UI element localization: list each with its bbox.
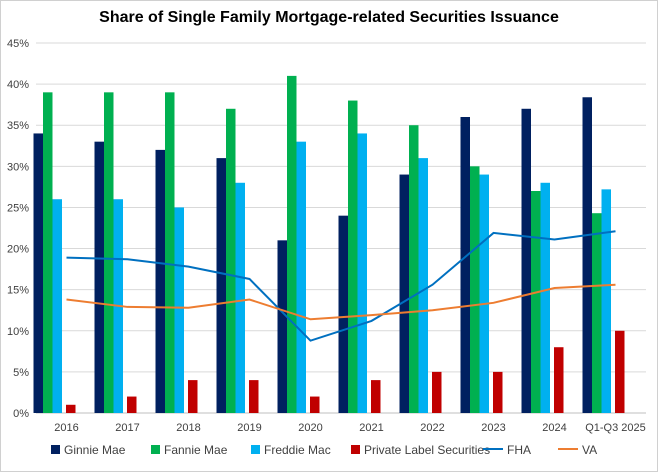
bar-freddie-mac — [52, 199, 62, 413]
legend-label: Ginnie Mae — [64, 443, 126, 457]
x-tick-label: 2023 — [481, 422, 505, 434]
bar-freddie-mac — [540, 182, 550, 413]
bar-private-label-securities — [188, 380, 198, 413]
bar-private-label-securities — [371, 380, 381, 413]
legend-swatch — [251, 445, 260, 454]
bar-private-label-securities — [249, 380, 259, 413]
x-tick-label: 2019 — [237, 422, 261, 434]
bar-fannie-mae — [165, 92, 175, 413]
y-tick-label: 15% — [7, 285, 29, 297]
legend-swatch — [51, 445, 60, 454]
bar-ginnie-mae — [94, 141, 104, 413]
x-tick-label: 2021 — [359, 422, 383, 434]
legend-label: FHA — [507, 443, 531, 457]
bar-private-label-securities — [66, 404, 76, 413]
bar-freddie-mac — [174, 207, 184, 413]
x-tick-label: 2018 — [176, 422, 200, 434]
bar-private-label-securities — [432, 371, 442, 413]
x-tick-label: 2016 — [54, 422, 78, 434]
bar-fannie-mae — [409, 125, 419, 413]
bar-fannie-mae — [43, 92, 53, 413]
bar-fannie-mae — [104, 92, 114, 413]
bar-ginnie-mae — [521, 108, 531, 414]
bar-freddie-mac — [418, 158, 428, 413]
bar-ginnie-mae — [216, 158, 226, 413]
bar-ginnie-mae — [399, 174, 409, 413]
x-tick-label: 2017 — [115, 422, 139, 434]
bar-fannie-mae — [531, 191, 541, 413]
legend-label: VA — [582, 443, 597, 457]
y-tick-label: 40% — [7, 79, 29, 91]
x-tick-label: 2022 — [420, 422, 444, 434]
bar-ginnie-mae — [277, 240, 287, 413]
bar-ginnie-mae — [33, 133, 43, 413]
bar-fannie-mae — [226, 108, 236, 414]
x-tick-label: 2020 — [298, 422, 322, 434]
bar-ginnie-mae — [460, 117, 470, 413]
bar-freddie-mac — [479, 174, 489, 413]
bar-freddie-mac — [357, 133, 367, 413]
bar-freddie-mac — [601, 189, 611, 413]
bar-private-label-securities — [493, 371, 503, 413]
line-fha — [66, 230, 616, 342]
bar-fannie-mae — [592, 213, 602, 413]
y-tick-label: 0% — [13, 408, 29, 420]
bar-fannie-mae — [287, 75, 297, 413]
bar-private-label-securities — [554, 347, 564, 413]
y-tick-label: 5% — [13, 367, 29, 379]
bar-fannie-mae — [348, 100, 358, 414]
legend-label: Private Label Securities — [364, 443, 490, 457]
x-tick-label: 2024 — [542, 422, 566, 434]
x-tick-label: Q1-Q3 2025 — [585, 422, 646, 434]
legend-swatch — [151, 445, 160, 454]
bar-fannie-mae — [470, 166, 480, 413]
bar-private-label-securities — [127, 396, 137, 413]
legend-label: Freddie Mac — [264, 443, 331, 457]
bar-freddie-mac — [296, 141, 306, 413]
bar-ginnie-mae — [338, 215, 348, 413]
bar-freddie-mac — [235, 182, 245, 413]
bar-private-label-securities — [310, 396, 320, 413]
y-tick-label: 20% — [7, 244, 29, 256]
line-va — [66, 283, 616, 321]
y-tick-label: 30% — [7, 161, 29, 173]
y-tick-label: 25% — [7, 202, 29, 214]
y-tick-label: 45% — [7, 38, 29, 50]
bar-private-label-securities — [615, 330, 625, 413]
y-tick-label: 10% — [7, 326, 29, 338]
y-tick-label: 35% — [7, 120, 29, 132]
legend-swatch — [351, 445, 360, 454]
bar-ginnie-mae — [155, 149, 165, 413]
bar-ginnie-mae — [582, 97, 592, 414]
chart-title: Share of Single Family Mortgage-related … — [99, 9, 559, 26]
legend-label: Fannie Mae — [164, 443, 228, 457]
